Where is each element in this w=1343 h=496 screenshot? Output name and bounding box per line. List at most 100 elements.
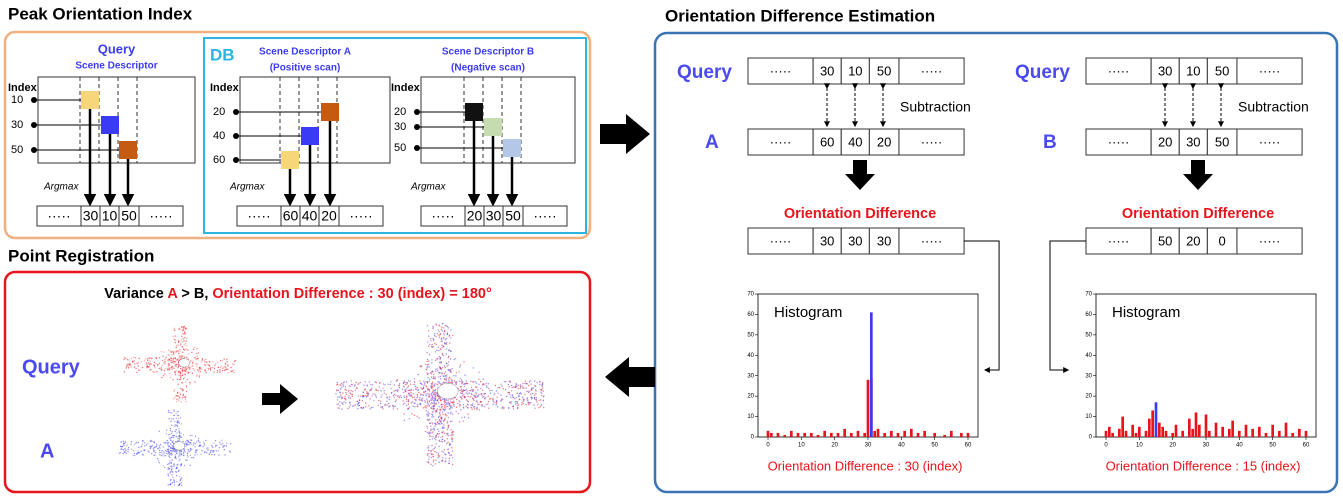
point bbox=[440, 361, 443, 363]
point bbox=[476, 406, 478, 409]
point bbox=[440, 440, 442, 442]
point bbox=[458, 400, 460, 402]
cell bbox=[812, 227, 842, 255]
point bbox=[434, 394, 437, 396]
point bbox=[435, 399, 437, 401]
bar bbox=[923, 430, 926, 437]
cell bbox=[138, 205, 184, 227]
cell-text: 10 bbox=[848, 63, 862, 78]
point bbox=[198, 369, 200, 372]
bar bbox=[1164, 430, 1168, 437]
point bbox=[189, 464, 191, 466]
point bbox=[426, 400, 428, 402]
point bbox=[168, 364, 170, 366]
cell bbox=[898, 128, 965, 156]
cell-text: 30 bbox=[877, 233, 891, 248]
point bbox=[151, 453, 153, 455]
point bbox=[161, 359, 164, 362]
point bbox=[172, 442, 175, 445]
bar bbox=[1148, 418, 1151, 437]
point bbox=[167, 484, 169, 486]
point bbox=[437, 370, 439, 372]
point bbox=[171, 453, 173, 456]
point bbox=[451, 450, 454, 452]
point bbox=[125, 449, 127, 451]
point bbox=[428, 453, 430, 455]
point bbox=[204, 361, 206, 363]
point bbox=[188, 450, 190, 453]
point bbox=[430, 373, 432, 375]
point bbox=[189, 383, 191, 385]
point bbox=[535, 398, 537, 401]
cell bbox=[812, 128, 842, 156]
point bbox=[128, 365, 130, 367]
point bbox=[441, 431, 443, 434]
point bbox=[170, 452, 172, 455]
point bbox=[223, 445, 225, 448]
point bbox=[137, 441, 140, 444]
y-tick-label: 50 bbox=[747, 332, 754, 338]
index-label: Index bbox=[8, 82, 38, 94]
point bbox=[351, 395, 353, 398]
point bbox=[413, 378, 416, 380]
point bbox=[170, 443, 172, 445]
point bbox=[417, 405, 419, 408]
point bbox=[435, 368, 437, 371]
point bbox=[350, 383, 353, 386]
bar bbox=[1111, 432, 1114, 437]
point bbox=[431, 383, 433, 385]
point bbox=[211, 454, 213, 456]
x-tick-label: 50 bbox=[931, 443, 938, 449]
point bbox=[379, 402, 382, 405]
y-tick-label: 40 bbox=[1085, 353, 1092, 359]
point bbox=[538, 399, 540, 401]
point bbox=[169, 472, 171, 474]
point bbox=[526, 390, 528, 393]
point bbox=[167, 366, 169, 368]
point bbox=[434, 423, 437, 426]
point bbox=[339, 391, 341, 393]
point bbox=[429, 422, 431, 425]
index-label: Index bbox=[391, 82, 421, 94]
bar bbox=[1284, 422, 1288, 437]
point bbox=[495, 400, 498, 402]
point bbox=[451, 447, 453, 449]
point bbox=[477, 389, 479, 391]
argmax-label: Argmax bbox=[410, 182, 446, 193]
index-value: 30 bbox=[11, 119, 23, 131]
point bbox=[173, 465, 176, 467]
point bbox=[165, 452, 168, 455]
point bbox=[177, 344, 179, 346]
point bbox=[132, 450, 135, 452]
point bbox=[164, 466, 166, 469]
point bbox=[520, 404, 523, 406]
point bbox=[123, 358, 125, 360]
point bbox=[176, 420, 178, 422]
point bbox=[429, 438, 431, 441]
point bbox=[174, 335, 176, 337]
bar bbox=[823, 430, 826, 437]
point bbox=[210, 450, 212, 452]
point bbox=[374, 381, 376, 383]
point bbox=[455, 372, 458, 374]
point bbox=[178, 469, 180, 471]
point bbox=[184, 336, 186, 339]
point bbox=[463, 416, 466, 418]
peak-square bbox=[503, 139, 521, 157]
point bbox=[169, 376, 172, 379]
point bbox=[427, 461, 430, 463]
point bbox=[350, 380, 352, 382]
point bbox=[394, 405, 396, 407]
point bbox=[147, 366, 150, 368]
point bbox=[209, 451, 212, 454]
point bbox=[462, 404, 465, 406]
point bbox=[372, 406, 374, 409]
point bbox=[439, 334, 441, 336]
point bbox=[354, 389, 356, 392]
point bbox=[461, 398, 463, 400]
point bbox=[436, 358, 438, 360]
point bbox=[437, 395, 439, 398]
point bbox=[432, 327, 434, 330]
point bbox=[511, 386, 513, 389]
point bbox=[451, 380, 453, 382]
